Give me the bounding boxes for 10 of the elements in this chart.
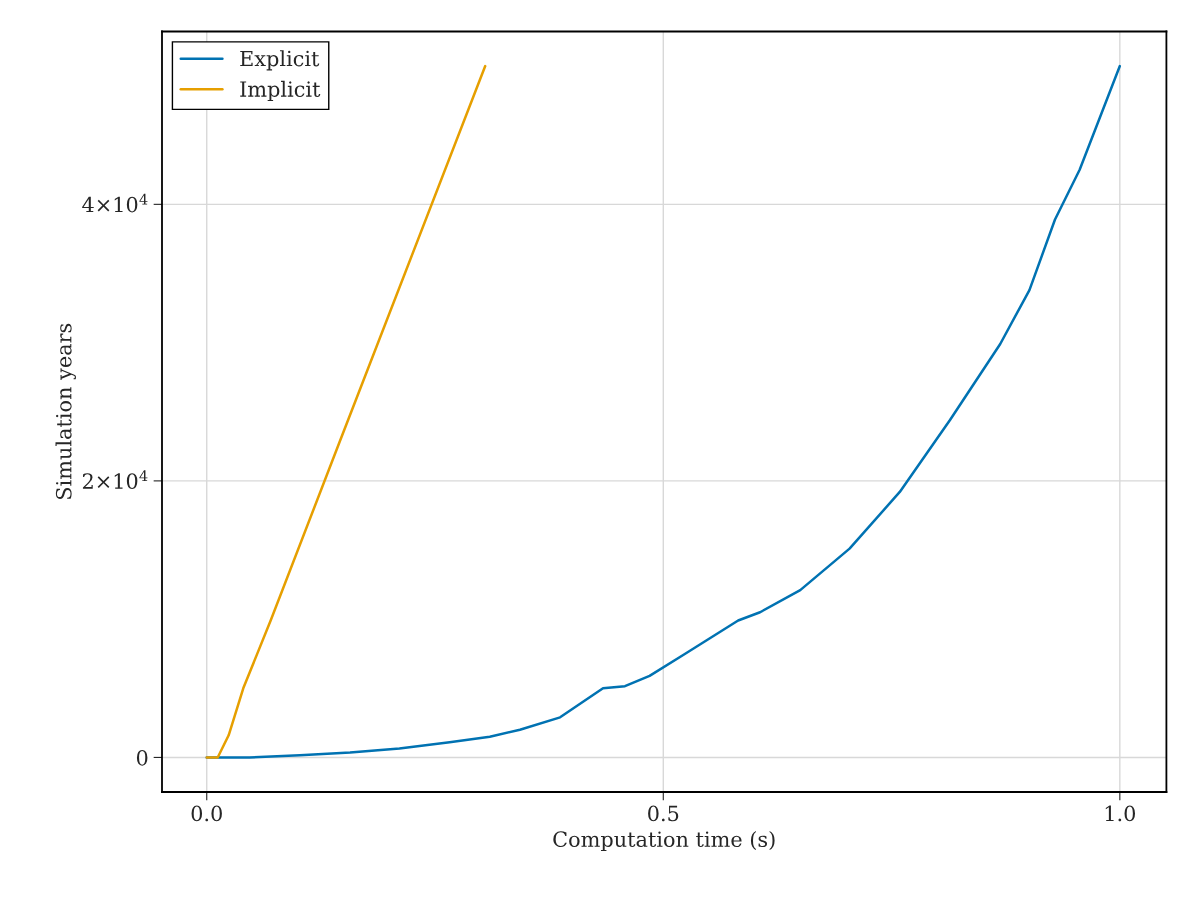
y-tick-label: 2×10$^{4}$	[82, 470, 148, 489]
legend-label: Explicit	[240, 50, 320, 71]
y-axis-title: Simulation years	[55, 323, 76, 499]
x-tick-label: 0.0	[191, 805, 222, 822]
y-tick-label: 4×10$^{4}$	[82, 193, 148, 213]
x-tick-label: 1.0	[1105, 805, 1136, 822]
y-tick-label: 0	[136, 749, 148, 766]
x-axis-title: Computation time (s)	[553, 830, 775, 852]
x-tick-label: 0.5	[648, 805, 679, 822]
legend-label: Implicit	[240, 80, 321, 101]
